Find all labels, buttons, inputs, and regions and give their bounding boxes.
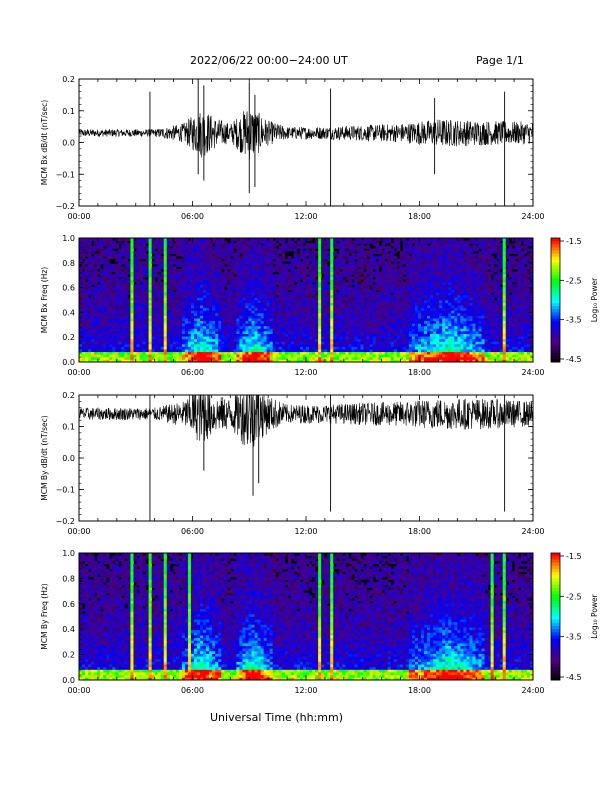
y-tick-label: −0.1 <box>56 486 75 495</box>
x-axis-title: Universal Time (hh:mm) <box>210 711 343 724</box>
x-tick-label: 18:00 <box>408 527 431 536</box>
y-axis-title: MCM By Freq (Hz) <box>40 583 49 649</box>
x-tick-label: 12:00 <box>294 686 317 695</box>
y-tick-label: −0.1 <box>56 170 75 179</box>
plot-title: 2022/06/22 00:00−24:00 UT <box>190 54 348 67</box>
y-tick-label: −0.2 <box>56 517 75 526</box>
chart-panel-2: -1.5 -2.5 -3.5 -4.5 Log₁₀ Power 00:00 06:00 12:… <box>40 234 599 377</box>
x-tick-label: 00:00 <box>67 527 90 536</box>
y-tick-label: 0.2 <box>62 75 75 84</box>
y-tick-label: 0.8 <box>62 259 75 268</box>
colorbar-tick-label: -3.5 <box>566 633 582 642</box>
colorbar-tick-label: -2.5 <box>566 592 582 601</box>
y-axis-title: MCM Bx Freq (Hz) <box>40 267 49 333</box>
colorbar-title: Log₁₀ Power <box>590 277 599 322</box>
colorbar-tick-label: -4.5 <box>566 355 582 364</box>
colorbar-tick-label: -1.5 <box>566 237 582 246</box>
x-tick-label: 12:00 <box>294 527 317 536</box>
y-tick-label: 0.2 <box>62 391 75 400</box>
x-tick-label: 24:00 <box>521 212 544 221</box>
x-tick-label: 00:00 <box>67 212 90 221</box>
y-axis-title: MCM By dB/dt (nT/sec) <box>40 415 49 500</box>
y-tick-label: 0.0 <box>62 454 75 463</box>
x-tick-label: 06:00 <box>181 212 204 221</box>
y-tick-label: 0.4 <box>62 625 75 634</box>
x-tick-label: 00:00 <box>67 686 90 695</box>
colorbar: -1.5 -2.5 -3.5 -4.5 Log₁₀ Power <box>550 237 599 364</box>
colorbar-frame <box>550 237 561 363</box>
colorbar-tick-label: -3.5 <box>566 316 582 325</box>
x-tick-label: 00:00 <box>67 368 90 377</box>
x-tick-label: 06:00 <box>181 368 204 377</box>
colorbar-tick-label: -1.5 <box>566 552 582 561</box>
y-tick-label: 0.1 <box>62 423 75 432</box>
y-tick-label: 0.6 <box>62 284 75 293</box>
x-tick-label: 18:00 <box>408 368 431 377</box>
page-number: Page 1/1 <box>476 54 524 67</box>
series-trace <box>78 111 534 160</box>
chart-panel-3: 00:00 06:00 12:00 18:00 24:00 0.2 0.1 0.0 −0.1 −0… <box>40 391 545 536</box>
y-tick-label: 1.0 <box>62 549 75 558</box>
x-tick-label: 12:00 <box>294 368 317 377</box>
y-tick-label: −0.2 <box>56 202 75 211</box>
y-tick-label: 0.1 <box>62 107 75 116</box>
colorbar-frame <box>550 552 561 681</box>
y-tick-label: 0.4 <box>62 308 75 317</box>
series-trace <box>78 394 534 447</box>
plot-frame <box>78 78 534 207</box>
y-tick-label: 0.2 <box>62 333 75 342</box>
x-tick-label: 06:00 <box>181 686 204 695</box>
heatmap-cells <box>79 553 534 681</box>
y-axis-title: MCM Bx dB/dt (nT/sec) <box>40 100 49 185</box>
y-tick-label: 0.6 <box>62 600 75 609</box>
y-tick-label: 0.0 <box>62 139 75 148</box>
colorbar: -1.5 -2.5 -3.5 -4.5 Log₁₀ Power <box>550 552 599 682</box>
chart-panel-1: 00:00 06:00 12:00 18:00 24:00 0.2 0.1 0.0 −0.1 −0… <box>40 75 545 221</box>
y-tick-label: 0.0 <box>62 358 75 367</box>
x-tick-label: 24:00 <box>521 368 544 377</box>
x-tick-label: 06:00 <box>181 527 204 536</box>
colorbar-tick-label: -2.5 <box>566 276 582 285</box>
x-tick-label: 18:00 <box>408 212 431 221</box>
x-tick-label: 18:00 <box>408 686 431 695</box>
colorbar-tick-label: -4.5 <box>566 673 582 682</box>
y-tick-label: 0.0 <box>62 676 75 685</box>
heatmap-cells <box>79 238 534 363</box>
colorbar-title: Log₁₀ Power <box>590 593 599 638</box>
x-tick-label: 24:00 <box>521 686 544 695</box>
x-tick-label: 24:00 <box>521 527 544 536</box>
chart-panel-4: -1.5 -2.5 -3.5 -4.5 Log₁₀ Power 00:00 06:00 12:… <box>40 549 599 695</box>
y-tick-label: 0.8 <box>62 574 75 583</box>
y-tick-label: 0.2 <box>62 651 75 660</box>
y-tick-label: 1.0 <box>62 234 75 243</box>
x-tick-label: 12:00 <box>294 212 317 221</box>
